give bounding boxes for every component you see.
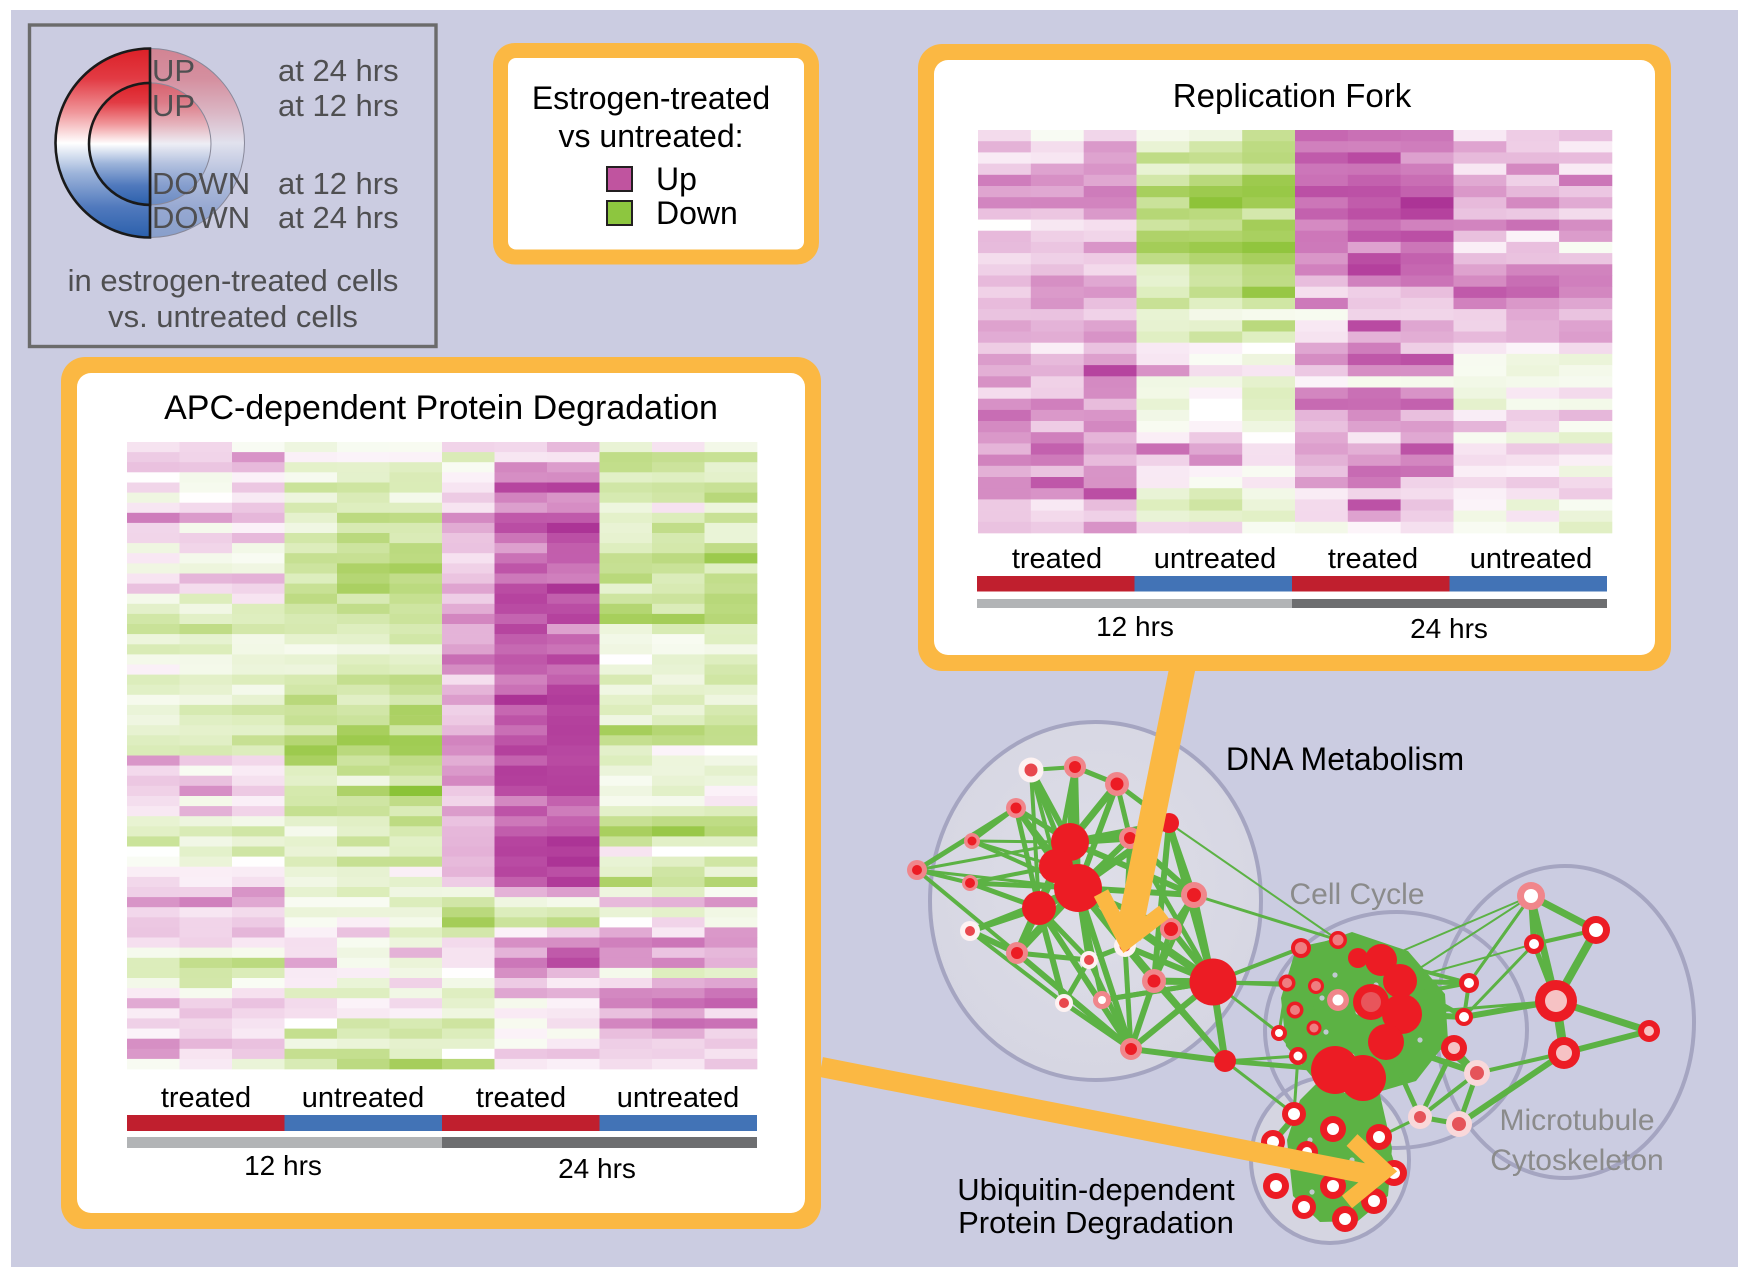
- svg-text:DOWN: DOWN: [152, 166, 250, 201]
- svg-text:Up: Up: [656, 161, 697, 197]
- svg-text:vs untreated:: vs untreated:: [559, 118, 744, 154]
- svg-text:Microtubule: Microtubule: [1499, 1104, 1654, 1137]
- svg-text:at 24 hrs: at 24 hrs: [278, 53, 399, 88]
- svg-text:treated: treated: [476, 1082, 566, 1114]
- svg-text:Down: Down: [656, 195, 738, 231]
- svg-text:Cell Cycle: Cell Cycle: [1289, 878, 1424, 911]
- svg-text:untreated: untreated: [1470, 543, 1593, 575]
- svg-text:untreated: untreated: [617, 1082, 740, 1114]
- svg-text:UP: UP: [152, 88, 195, 123]
- svg-text:treated: treated: [1328, 543, 1418, 575]
- svg-text:treated: treated: [161, 1082, 251, 1114]
- svg-text:untreated: untreated: [1154, 543, 1277, 575]
- svg-text:at 12 hrs: at 12 hrs: [278, 166, 399, 201]
- svg-text:DOWN: DOWN: [152, 200, 250, 235]
- svg-text:UP: UP: [152, 53, 195, 88]
- svg-text:Estrogen-treated: Estrogen-treated: [532, 80, 770, 116]
- svg-text:Protein Degradation: Protein Degradation: [958, 1205, 1234, 1240]
- svg-text:treated: treated: [1012, 543, 1102, 575]
- svg-text:Replication Fork: Replication Fork: [1173, 77, 1412, 114]
- svg-text:untreated: untreated: [302, 1082, 425, 1114]
- svg-text:in estrogen-treated cells: in estrogen-treated cells: [68, 263, 399, 298]
- svg-text:at 24 hrs: at 24 hrs: [278, 200, 399, 235]
- svg-text:at 12 hrs: at 12 hrs: [278, 88, 399, 123]
- svg-text:12 hrs: 12 hrs: [1096, 611, 1174, 642]
- svg-text:24 hrs: 24 hrs: [1410, 613, 1488, 644]
- svg-text:Ubiquitin-dependent: Ubiquitin-dependent: [957, 1172, 1235, 1207]
- svg-text:APC-dependent Protein Degradat: APC-dependent Protein Degradation: [164, 389, 718, 427]
- svg-text:vs. untreated cells: vs. untreated cells: [108, 299, 358, 334]
- svg-text:24 hrs: 24 hrs: [558, 1153, 636, 1184]
- svg-text:Cytoskeleton: Cytoskeleton: [1490, 1144, 1663, 1177]
- svg-text:12 hrs: 12 hrs: [244, 1150, 322, 1181]
- svg-text:DNA Metabolism: DNA Metabolism: [1226, 741, 1464, 777]
